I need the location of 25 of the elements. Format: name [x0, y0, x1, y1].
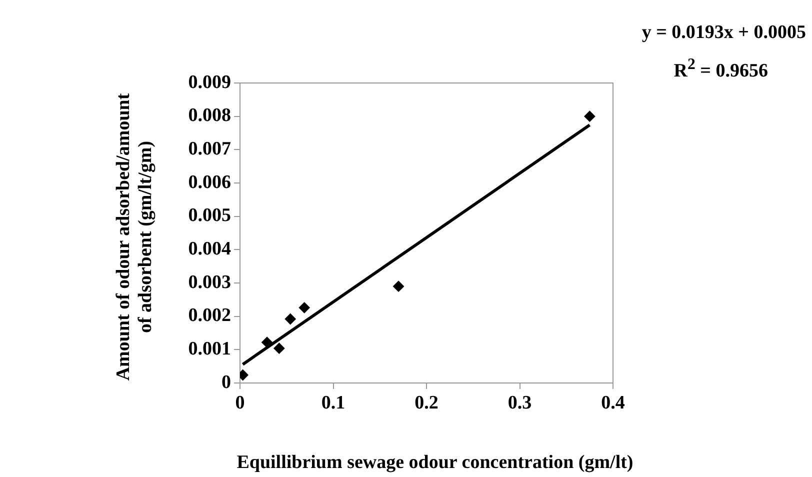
text: R$^{2}$ = 0.9656	[674, 56, 768, 82]
y-tick-label: 0.008	[188, 105, 231, 126]
y-tick-label: 0.009	[188, 72, 231, 93]
y-tick-label: 0	[222, 372, 231, 393]
point	[298, 302, 310, 314]
y-tick-label: 0.001	[188, 338, 231, 360]
y-tick-label: 0.007	[188, 138, 232, 160]
point	[393, 280, 404, 292]
x-axis-title: Equillibrium sewage odour concentration (gm/lt)	[236, 452, 634, 474]
y-tick-label: 0.005	[188, 205, 231, 226]
y-axis-title: Amount of odour adsorbed/amount of adsorbent (gm/lt/gm)	[113, 92, 157, 383]
x-tick-label: 0.4	[601, 392, 626, 414]
x-tick-label: 0.1	[321, 392, 346, 414]
point	[274, 342, 285, 354]
point	[262, 336, 273, 348]
text: y = 0.0193x + 0.0005	[642, 22, 806, 44]
y-tick-label: 0.003	[188, 272, 231, 293]
point	[584, 110, 596, 122]
x-tick-label: 0.3	[508, 392, 532, 414]
point	[284, 314, 296, 324]
y-tick-label: 0.004	[188, 238, 232, 260]
y-tick-label: 0.002	[188, 305, 231, 326]
x-tick-label: 0.2	[414, 392, 438, 414]
x-tick-label: 0	[235, 392, 245, 414]
y-tick-label: 0.006	[188, 172, 231, 193]
